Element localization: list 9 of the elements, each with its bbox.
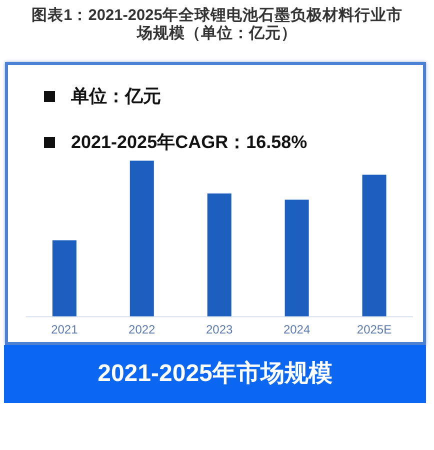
x-tick-label: 2023 bbox=[206, 322, 234, 337]
x-tick-label: 2025E bbox=[356, 322, 392, 337]
text: 单位：亿元 bbox=[70, 86, 161, 106]
x-tick-label: 2021 bbox=[51, 322, 78, 337]
x-tick-label: 2022 bbox=[128, 322, 156, 337]
text: 2021-2025年CAGR：16.58% bbox=[71, 132, 308, 152]
x-axis-title: 2021-2025年市场规模 bbox=[4, 345, 426, 403]
x-tick-label: 2024 bbox=[283, 322, 310, 337]
chart-title: 图表1：2021-2025年全球锂电池石墨负极材料行业市场规模（单位：亿元） bbox=[30, 7, 404, 43]
